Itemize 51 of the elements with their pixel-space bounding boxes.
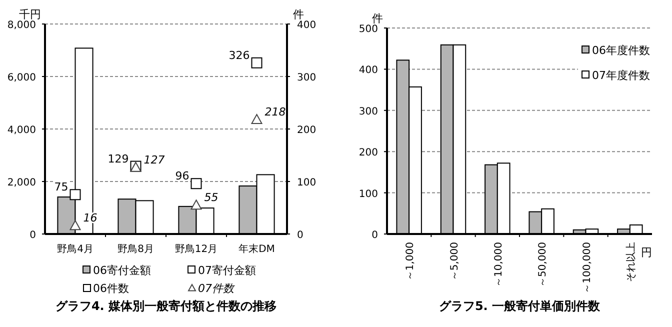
point xyxy=(251,114,262,124)
y-axis-title: 千円 xyxy=(19,8,41,21)
y2-tick-label: 0 xyxy=(297,230,304,241)
text: グラフ5. 一般寄付単価別件数 xyxy=(438,299,602,313)
y-tick-label: 500 xyxy=(358,24,378,35)
legend-label: 06件数 xyxy=(93,282,129,295)
y2-axis-title: 件 xyxy=(293,8,304,21)
x-tick-label: 年末DM xyxy=(238,243,275,255)
point xyxy=(190,178,202,190)
y-tick-label: 0 xyxy=(30,230,36,241)
point xyxy=(70,220,81,230)
y2-tick-label: 100 xyxy=(297,178,316,188)
y-tick-label: 100 xyxy=(358,188,378,200)
x-tick-label: 野鳥12月 xyxy=(174,243,218,255)
x-tick-label: ～1,000 xyxy=(405,242,416,281)
data-label: 55 xyxy=(204,191,218,204)
data-label: 218 xyxy=(264,106,286,119)
y-tick-label: 0 xyxy=(372,230,378,241)
data-label: 127 xyxy=(144,153,165,166)
x-tick-label: それ以上 xyxy=(624,242,637,282)
y-tick-label: 200 xyxy=(358,148,378,159)
y2-tick-label: 300 xyxy=(297,72,316,84)
y-tick-label: 400 xyxy=(358,65,378,76)
legend-label: 06寄付金額 xyxy=(93,264,151,277)
x-tick-label: 野鳥4月 xyxy=(57,243,94,255)
data-label: 326 xyxy=(228,48,250,62)
data-label: 96 xyxy=(175,170,190,183)
point xyxy=(190,200,202,210)
text: グラフ4. 媒体別一般寄付額と件数の推移 xyxy=(55,299,277,313)
y-tick-label: 300 xyxy=(358,106,378,118)
y-tick-label: 8,000 xyxy=(7,20,36,31)
legend-label: 07件数 xyxy=(198,282,235,295)
data-label: 75 xyxy=(54,180,68,194)
point xyxy=(70,189,81,200)
y-tick-label: 2,000 xyxy=(7,178,36,188)
y2-tick-label: 400 xyxy=(297,20,316,31)
x-axis-title: 円 xyxy=(641,246,652,259)
legend-label: 07寄付金額 xyxy=(198,264,256,277)
legend-label: 06年度件数 xyxy=(592,44,650,57)
x-tick-label: ～5,000 xyxy=(449,242,460,281)
data-label: 129 xyxy=(108,152,129,166)
legend-label: 07年度件数 xyxy=(592,69,650,82)
x-tick-label: 野鳥8月 xyxy=(118,243,154,255)
y-tick-label: 4,000 xyxy=(7,125,36,136)
y-tick-label: 6,000 xyxy=(7,72,36,84)
y2-tick-label: 200 xyxy=(297,125,316,136)
x-tick-label: ～50,000 xyxy=(538,242,549,287)
x-tick-label: ～10,000 xyxy=(493,242,504,287)
x-tick-label: ～100,000 xyxy=(582,242,593,294)
y-axis-title: 件 xyxy=(372,12,383,25)
point xyxy=(251,57,262,68)
